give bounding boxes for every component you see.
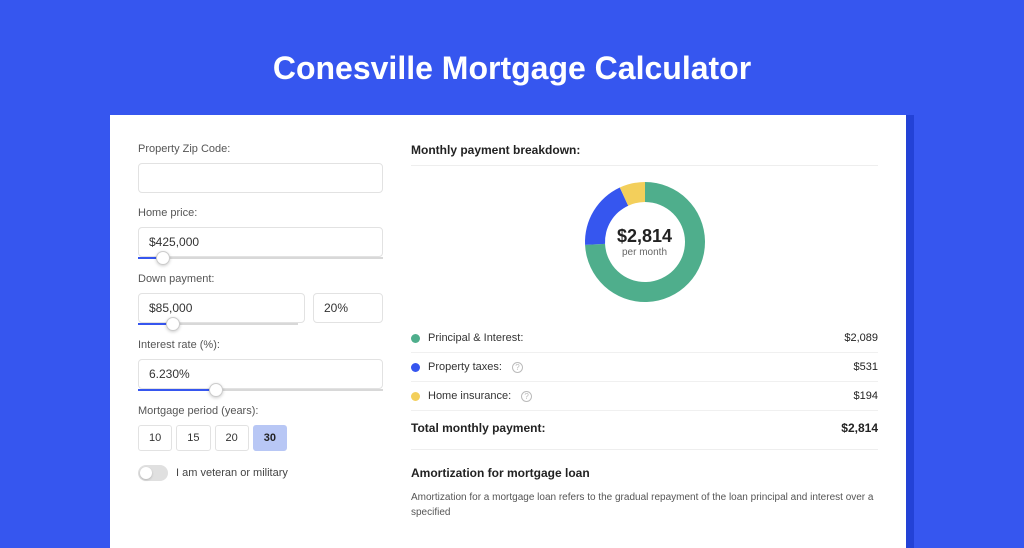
down-payment-label: Down payment:	[138, 273, 383, 285]
period-btn-30[interactable]: 30	[253, 425, 287, 451]
interest-group: Interest rate (%):	[138, 339, 383, 391]
home-price-group: Home price:	[138, 207, 383, 259]
card-shadow: Property Zip Code: Home price: Down paym…	[110, 115, 914, 548]
down-payment-amount-input[interactable]	[138, 293, 305, 323]
legend-row: Home insurance:? $194	[411, 382, 878, 411]
legend-label: Property taxes:	[428, 361, 502, 373]
legend: Principal & Interest: $2,089 Property taxe…	[411, 324, 878, 411]
total-row: Total monthly payment: $2,814	[411, 411, 878, 450]
total-label: Total monthly payment:	[411, 421, 545, 435]
amortization-text: Amortization for a mortgage loan refers …	[411, 490, 878, 520]
legend-label: Principal & Interest:	[428, 332, 523, 344]
breakdown-title: Monthly payment breakdown:	[411, 143, 878, 166]
zip-input[interactable]	[138, 163, 383, 193]
info-icon[interactable]: ?	[512, 362, 523, 373]
zip-label: Property Zip Code:	[138, 143, 383, 155]
down-payment-pct-input[interactable]	[313, 293, 383, 323]
info-icon[interactable]: ?	[521, 391, 532, 402]
period-btn-10[interactable]: 10	[138, 425, 172, 451]
down-payment-group: Down payment:	[138, 273, 383, 325]
legend-dot	[411, 334, 420, 343]
page-title: Conesville Mortgage Calculator	[110, 50, 914, 87]
veteran-label: I am veteran or military	[176, 467, 288, 479]
breakdown-panel: Monthly payment breakdown: $2,814 per mo…	[411, 143, 878, 520]
legend-row: Property taxes:? $531	[411, 353, 878, 382]
calculator-card: Property Zip Code: Home price: Down paym…	[110, 115, 906, 548]
home-price-slider[interactable]	[138, 257, 383, 259]
legend-value: $194	[854, 390, 878, 402]
donut-center: $2,814 per month	[617, 226, 672, 258]
down-payment-slider[interactable]	[138, 323, 298, 325]
interest-label: Interest rate (%):	[138, 339, 383, 351]
amortization-title: Amortization for mortgage loan	[411, 466, 878, 480]
donut-sub: per month	[617, 247, 672, 258]
legend-dot	[411, 392, 420, 401]
period-btn-20[interactable]: 20	[215, 425, 249, 451]
interest-slider[interactable]	[138, 389, 383, 391]
legend-value: $2,089	[844, 332, 878, 344]
total-value: $2,814	[841, 421, 878, 435]
form-panel: Property Zip Code: Home price: Down paym…	[138, 143, 383, 520]
donut-chart-wrap: $2,814 per month	[411, 178, 878, 306]
veteran-row: I am veteran or military	[138, 465, 383, 481]
home-price-input[interactable]	[138, 227, 383, 257]
legend-label: Home insurance:	[428, 390, 511, 402]
zip-group: Property Zip Code:	[138, 143, 383, 193]
donut-chart: $2,814 per month	[581, 178, 709, 306]
period-btn-15[interactable]: 15	[176, 425, 210, 451]
legend-value: $531	[854, 361, 878, 373]
legend-dot	[411, 363, 420, 372]
legend-row: Principal & Interest: $2,089	[411, 324, 878, 353]
veteran-toggle[interactable]	[138, 465, 168, 481]
period-label: Mortgage period (years):	[138, 405, 383, 417]
period-group: Mortgage period (years): 10152030	[138, 405, 383, 451]
period-options: 10152030	[138, 425, 383, 451]
home-price-label: Home price:	[138, 207, 383, 219]
interest-input[interactable]	[138, 359, 383, 389]
donut-amount: $2,814	[617, 226, 672, 247]
